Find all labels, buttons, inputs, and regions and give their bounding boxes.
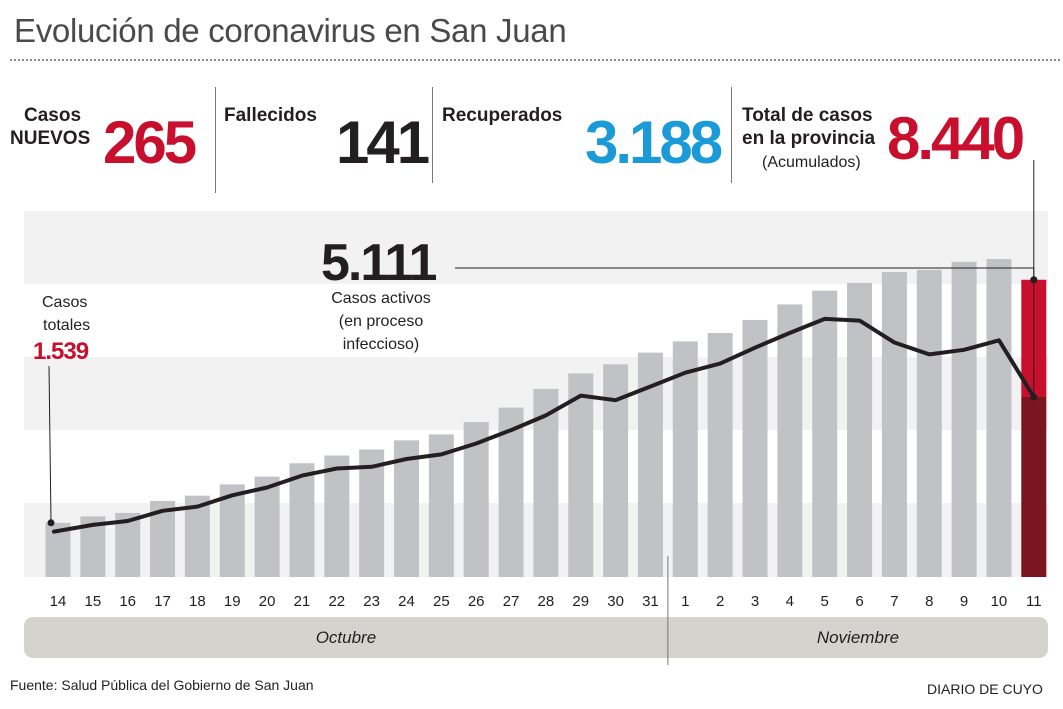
x-tick-label: 21 xyxy=(294,593,311,610)
bar xyxy=(672,341,698,577)
bar xyxy=(359,449,385,577)
x-tick-label: 26 xyxy=(468,593,485,610)
x-tick-label: 11 xyxy=(1026,593,1042,610)
brand-name: DIARIO DE CUYO xyxy=(927,681,1043,697)
active-value: 5.111 xyxy=(321,234,436,292)
bar xyxy=(289,463,315,577)
bar xyxy=(254,476,280,577)
chart-band xyxy=(24,211,1048,284)
x-tick-label: 2 xyxy=(716,593,724,610)
page-title: Evolución de coronavirus en San Juan xyxy=(14,12,567,49)
x-tick-label: 8 xyxy=(925,593,933,610)
x-tick-label: 24 xyxy=(398,593,415,610)
first-value-dot xyxy=(47,519,55,527)
total-dot xyxy=(1030,276,1038,284)
first-value: 1.539 xyxy=(33,338,89,365)
active-label: infeccioso) xyxy=(343,336,419,353)
active-dot xyxy=(1030,393,1038,401)
x-tick-label: 15 xyxy=(85,593,102,610)
bar xyxy=(428,434,454,577)
stat-nuevos-value: 265 xyxy=(103,109,197,176)
month-label: Octubre xyxy=(316,628,376,647)
x-tick-label: 30 xyxy=(607,593,624,610)
bar xyxy=(951,261,977,577)
x-tick-label: 29 xyxy=(572,593,589,610)
bar xyxy=(568,373,594,577)
bar-highlight-bottom xyxy=(1021,397,1047,577)
bar xyxy=(324,455,350,577)
x-tick-label: 23 xyxy=(363,593,380,610)
x-tick-label: 27 xyxy=(503,593,520,610)
stat-total-value: 8.440 xyxy=(887,105,1025,172)
bar xyxy=(777,304,803,577)
x-tick-label: 5 xyxy=(821,593,829,610)
stat-total-sublabel: (Acumulados) xyxy=(762,154,861,171)
month-band xyxy=(24,617,1048,658)
first-label: totales xyxy=(43,317,90,334)
x-tick-label: 25 xyxy=(433,593,450,610)
source-note: Fuente: Salud Pública del Gobierno de Sa… xyxy=(10,677,314,693)
first-label: Casos xyxy=(42,294,87,311)
first-value-leader xyxy=(48,365,52,523)
bar xyxy=(707,332,733,577)
stat-separator xyxy=(432,87,433,183)
bar xyxy=(847,282,873,577)
bar xyxy=(394,440,419,577)
active-label: Casos activos xyxy=(331,290,431,307)
bar xyxy=(881,272,907,577)
stat-total-label-1: Total de casos xyxy=(742,105,873,126)
x-tick-label: 1 xyxy=(681,593,689,610)
stat-total-label-2: en la provincia xyxy=(742,128,876,149)
x-tick-label: 6 xyxy=(855,593,863,610)
x-tick-label: 9 xyxy=(960,593,968,610)
x-tick-label: 20 xyxy=(259,593,276,610)
stat-recuperados-value: 3.188 xyxy=(585,109,723,176)
stat-nuevos-label-2: NUEVOS xyxy=(10,128,91,149)
bar xyxy=(742,319,768,577)
x-tick-label: 7 xyxy=(890,593,898,610)
active-cases-line xyxy=(52,316,1036,534)
x-tick-label: 22 xyxy=(328,593,345,610)
stat-separator xyxy=(215,87,216,193)
bar xyxy=(916,269,942,577)
stat-fallecidos-value: 141 xyxy=(336,109,430,176)
x-tick-label: 18 xyxy=(189,593,206,610)
month-label: Noviembre xyxy=(817,628,899,647)
x-tick-label: 16 xyxy=(119,593,136,610)
stat-fallecidos-label: Fallecidos xyxy=(224,105,317,126)
x-tick-label: 3 xyxy=(751,593,759,610)
x-tick-label: 17 xyxy=(154,593,171,610)
x-tick-label: 4 xyxy=(786,593,794,610)
bar xyxy=(986,258,1012,577)
x-tick-label: 19 xyxy=(224,593,241,610)
bar xyxy=(498,407,524,577)
x-tick-label: 10 xyxy=(991,593,1008,610)
x-tick-label: 28 xyxy=(538,593,555,610)
title-divider xyxy=(10,59,1060,61)
stat-separator xyxy=(731,87,732,183)
stat-nuevos-label-1: Casos xyxy=(24,105,82,126)
x-tick-label: 31 xyxy=(642,593,659,610)
active-label: (en proceso xyxy=(339,313,424,330)
stat-recuperados-label: Recuperados xyxy=(442,105,563,126)
x-tick-label: 14 xyxy=(50,593,67,610)
bar xyxy=(812,290,838,577)
